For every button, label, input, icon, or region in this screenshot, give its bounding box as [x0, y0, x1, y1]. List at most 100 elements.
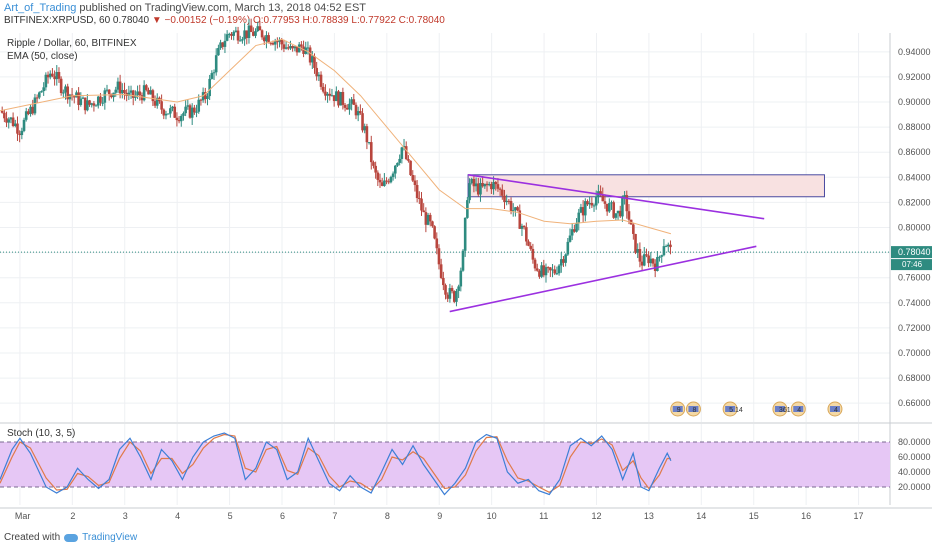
candle-down	[313, 56, 316, 68]
candle-up	[182, 113, 185, 116]
candle-up	[317, 74, 321, 77]
candle-down	[308, 47, 312, 63]
candle-down	[324, 91, 327, 96]
candle-up	[210, 73, 214, 79]
candle-up	[273, 41, 277, 45]
candle-down	[147, 89, 150, 95]
candle-up	[42, 87, 45, 92]
candle-up	[219, 42, 222, 49]
candle-down	[647, 255, 650, 264]
candle-down	[300, 44, 303, 47]
candle-up	[284, 47, 288, 49]
candle-up	[483, 183, 487, 187]
resistance-zone[interactable]	[467, 174, 825, 198]
candle-up	[662, 246, 666, 256]
candle-up	[588, 202, 591, 205]
event-marker-label: 4	[834, 407, 838, 414]
pair-legend: Ripple / Dollar, 60, BITFINEX	[7, 38, 137, 49]
candle-down	[413, 180, 417, 185]
candle-down	[407, 159, 410, 161]
candle-down	[525, 227, 528, 242]
candle-up	[474, 183, 478, 187]
candle-up	[33, 97, 37, 114]
candle-up	[195, 111, 198, 113]
candle-up	[511, 210, 515, 212]
stoch-tick-label: 20.0000	[898, 482, 931, 492]
price-tick-label: 0.88000	[898, 122, 931, 132]
candle-down	[605, 203, 609, 212]
flag-icon	[793, 406, 804, 412]
candle-down	[162, 109, 166, 116]
price-tick-label: 0.68000	[898, 373, 931, 383]
candle-up	[555, 273, 559, 275]
price-change: −0.00152 (−0.19%)	[164, 15, 251, 26]
candle-up	[103, 90, 107, 103]
candle-down	[175, 117, 179, 121]
candle-up	[656, 257, 659, 271]
price-tick-label: 0.82000	[898, 197, 931, 207]
candle-down	[522, 225, 526, 228]
candle-up	[664, 246, 668, 248]
candle-down	[527, 241, 530, 246]
time-tick-label: 13	[644, 511, 654, 521]
price-tick-label: 0.92000	[898, 72, 931, 82]
candle-down	[59, 78, 63, 94]
candle-up	[114, 89, 118, 93]
candle-down	[252, 31, 255, 36]
candle-down	[110, 94, 113, 98]
candle-up	[520, 225, 524, 229]
candle-down	[599, 191, 602, 195]
candle-down	[153, 101, 157, 106]
triangle-lower-line[interactable]	[449, 245, 757, 313]
candle-up	[356, 111, 360, 116]
candle-down	[361, 113, 364, 131]
tradingview-brand[interactable]: TradingView	[82, 532, 138, 543]
stoch-legend[interactable]: Stoch (10, 3, 5)	[7, 428, 76, 439]
candle-down	[343, 104, 347, 108]
candle-down	[601, 194, 605, 202]
candle-down	[18, 133, 21, 136]
candle-up	[190, 107, 194, 118]
candle-down	[359, 111, 362, 114]
ema-legend[interactable]: EMA (50, close)	[7, 51, 78, 62]
candle-up	[666, 244, 670, 247]
candle-up	[297, 44, 301, 53]
candle-down	[433, 226, 436, 239]
candle-up	[48, 73, 52, 78]
candle-down	[83, 97, 87, 111]
candle-down	[411, 175, 415, 181]
candle-up	[577, 212, 581, 224]
candle-down	[481, 183, 484, 187]
candle-up	[166, 113, 170, 115]
candle-down	[387, 181, 391, 183]
time-tick-label: 3	[123, 511, 128, 521]
flag-icon	[774, 406, 785, 412]
author-link[interactable]: Art_of_Trading	[4, 2, 77, 14]
time-tick-label: 12	[591, 511, 601, 521]
candle-down	[236, 30, 240, 41]
stoch-tick-label: 40.0000	[898, 467, 931, 477]
candle-down	[280, 39, 284, 45]
candle-down	[494, 182, 498, 185]
candle-down	[249, 25, 253, 32]
triangle-upper-line[interactable]	[467, 174, 765, 220]
created-with-text: Created with	[4, 532, 61, 543]
candle-up	[81, 97, 85, 99]
candle-down	[160, 101, 163, 110]
candle-up	[459, 270, 463, 287]
candle-down	[269, 42, 273, 44]
candle-down	[431, 221, 434, 227]
candle-down	[385, 180, 388, 182]
candle-down	[221, 42, 225, 47]
candle-up	[38, 92, 41, 98]
candle-down	[376, 172, 380, 180]
candle-up	[40, 91, 43, 93]
candle-up	[660, 255, 664, 257]
candle-up	[610, 202, 613, 204]
candle-down	[496, 184, 500, 189]
candle-up	[247, 25, 251, 39]
candle-up	[62, 92, 65, 94]
candle-down	[88, 100, 91, 105]
candle-down	[627, 211, 631, 220]
